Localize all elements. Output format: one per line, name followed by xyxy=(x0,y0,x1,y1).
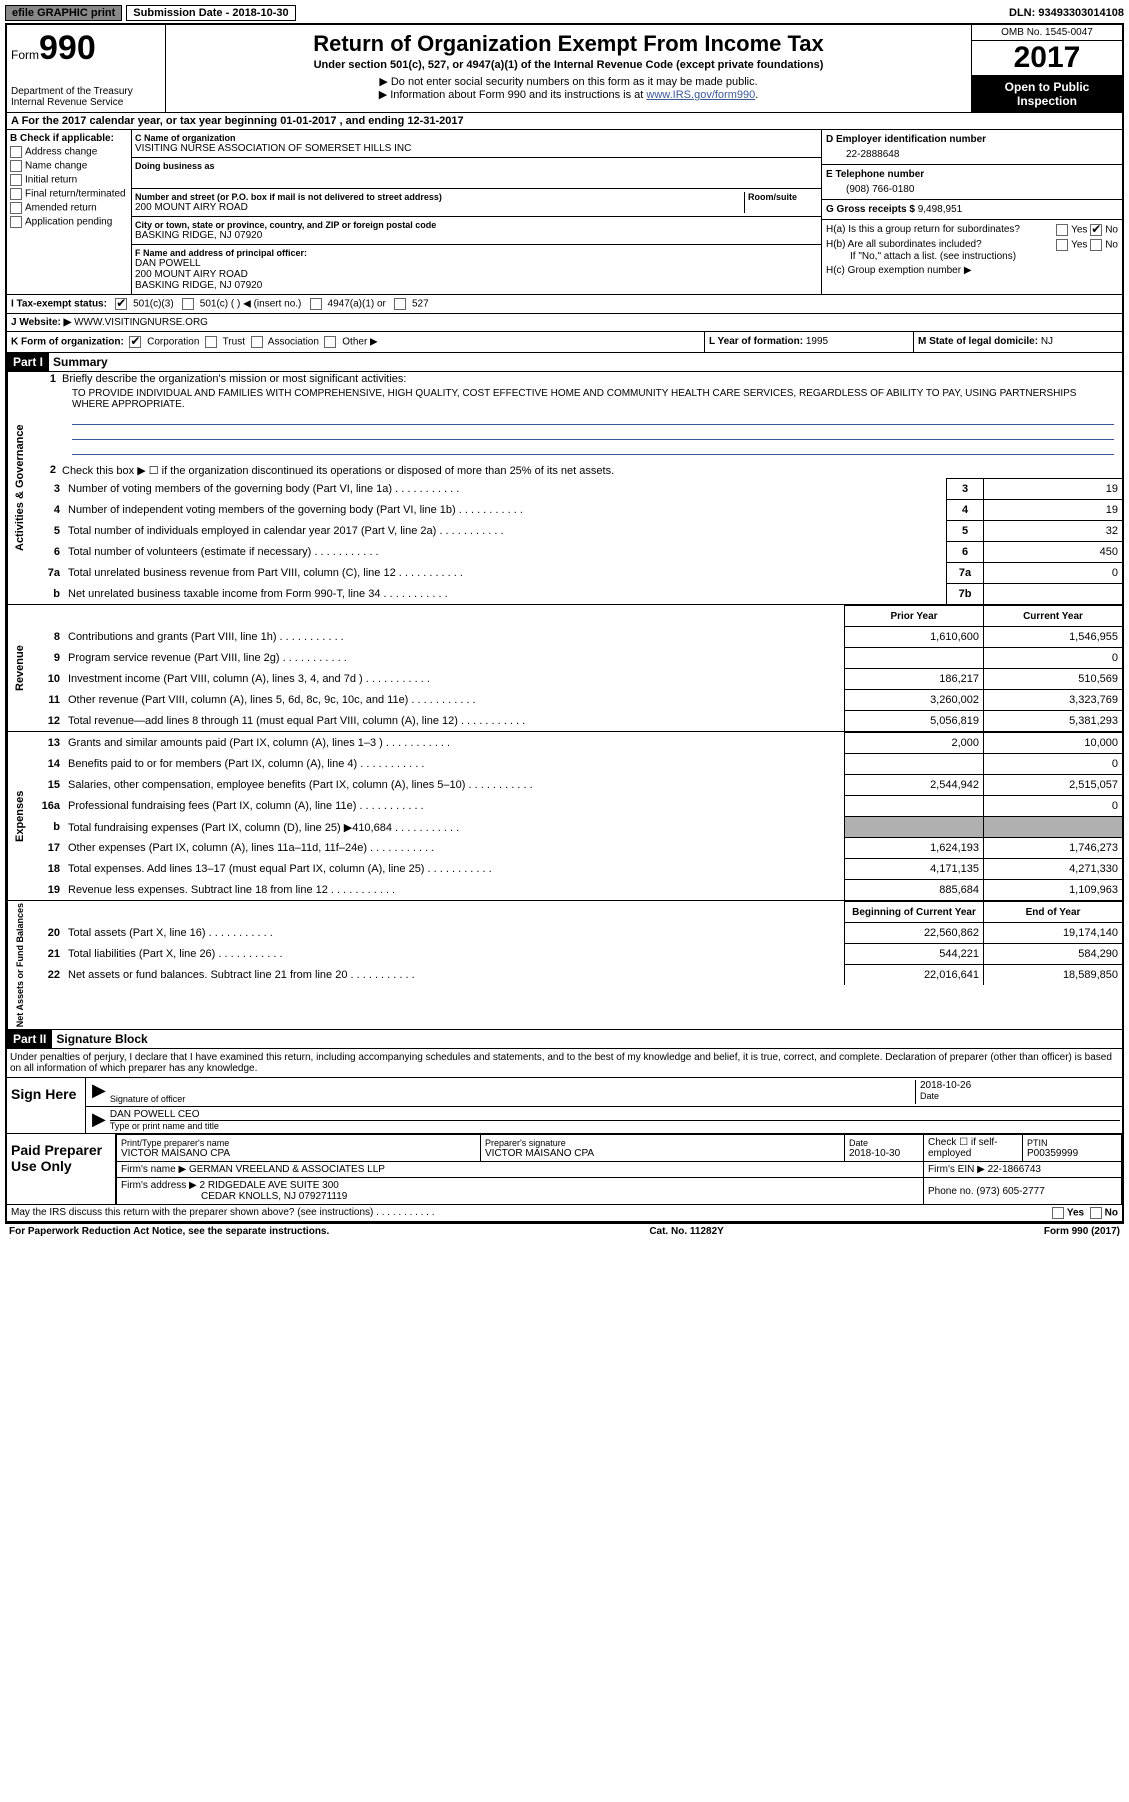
chk-discuss-no[interactable] xyxy=(1090,1207,1102,1219)
vlabel-activities: Activities & Governance xyxy=(7,372,32,604)
efile-print-button[interactable]: efile GRAPHIC print xyxy=(5,5,122,21)
row-i-tax-status: I Tax-exempt status: 501(c)(3) 501(c) ( … xyxy=(7,294,1122,313)
section-b-checkboxes: B Check if applicable: Address change Na… xyxy=(7,130,132,294)
form-title: Return of Organization Exempt From Incom… xyxy=(170,31,967,57)
part-i-header: Part I Summary xyxy=(7,352,1122,371)
discuss-row: May the IRS discuss this return with the… xyxy=(7,1204,1122,1221)
chk-initial-return[interactable] xyxy=(10,174,22,186)
vlabel-revenue: Revenue xyxy=(7,605,32,731)
table-netassets: Beginning of Current YearEnd of Year20To… xyxy=(32,901,1122,985)
chk-501c[interactable] xyxy=(182,298,194,310)
chk-trust[interactable] xyxy=(205,336,217,348)
row-j-website: J Website: ▶ WWW.VISITINGNURSE.ORG xyxy=(7,313,1122,331)
sign-here-label: Sign Here xyxy=(7,1078,86,1133)
chk-amended[interactable] xyxy=(10,202,22,214)
form-990: Form990 Department of the Treasury Inter… xyxy=(5,23,1124,1223)
section-degh: D Employer identification number 22-2888… xyxy=(821,130,1122,294)
chk-4947[interactable] xyxy=(310,298,322,310)
vlabel-netassets: Net Assets or Fund Balances xyxy=(7,901,32,1029)
table-expenses: 13Grants and similar amounts paid (Part … xyxy=(32,732,1122,900)
chk-527[interactable] xyxy=(394,298,406,310)
paid-preparer-label: Paid Preparer Use Only xyxy=(7,1134,116,1204)
chk-hb-no[interactable] xyxy=(1090,239,1102,251)
dln: DLN: 93493303014108 xyxy=(1009,7,1124,19)
section-c: C Name of organization VISITING NURSE AS… xyxy=(132,130,821,294)
chk-final-return[interactable] xyxy=(10,188,22,200)
row-k: K Form of organization: Corporation Trus… xyxy=(7,331,1122,352)
perjury-declaration: Under penalties of perjury, I declare th… xyxy=(7,1049,1122,1077)
chk-address-change[interactable] xyxy=(10,146,22,158)
irs-link[interactable]: www.IRS.gov/form990 xyxy=(646,89,755,101)
chk-hb-yes[interactable] xyxy=(1056,239,1068,251)
chk-ha-yes[interactable] xyxy=(1056,224,1068,236)
preparer-table: Print/Type preparer's nameVICTOR MAISANO… xyxy=(116,1134,1122,1204)
form-id-box: Form990 Department of the Treasury Inter… xyxy=(7,25,166,112)
chk-discuss-yes[interactable] xyxy=(1052,1207,1064,1219)
page-footer: For Paperwork Reduction Act Notice, see … xyxy=(5,1223,1124,1239)
mission-text: TO PROVIDE INDIVIDUAL AND FAMILIES WITH … xyxy=(72,388,1076,410)
year-box: OMB No. 1545-0047 2017 Open to Public In… xyxy=(971,25,1122,112)
chk-other[interactable] xyxy=(324,336,336,348)
chk-name-change[interactable] xyxy=(10,160,22,172)
form-title-box: Return of Organization Exempt From Incom… xyxy=(166,25,971,112)
chk-assoc[interactable] xyxy=(251,336,263,348)
top-bar: efile GRAPHIC print Submission Date - 20… xyxy=(5,5,1124,21)
row-a-tax-year: A For the 2017 calendar year, or tax yea… xyxy=(7,112,1122,129)
table-activities: 3Number of voting members of the governi… xyxy=(32,478,1122,604)
vlabel-expenses: Expenses xyxy=(7,732,32,900)
table-revenue: Prior YearCurrent Year8Contributions and… xyxy=(32,605,1122,731)
chk-app-pending[interactable] xyxy=(10,216,22,228)
chk-501c3[interactable] xyxy=(115,298,127,310)
chk-corp[interactable] xyxy=(129,336,141,348)
part-ii-header: Part II Signature Block xyxy=(7,1029,1122,1048)
submission-date: Submission Date - 2018-10-30 xyxy=(126,5,295,21)
chk-ha-no[interactable] xyxy=(1090,224,1102,236)
